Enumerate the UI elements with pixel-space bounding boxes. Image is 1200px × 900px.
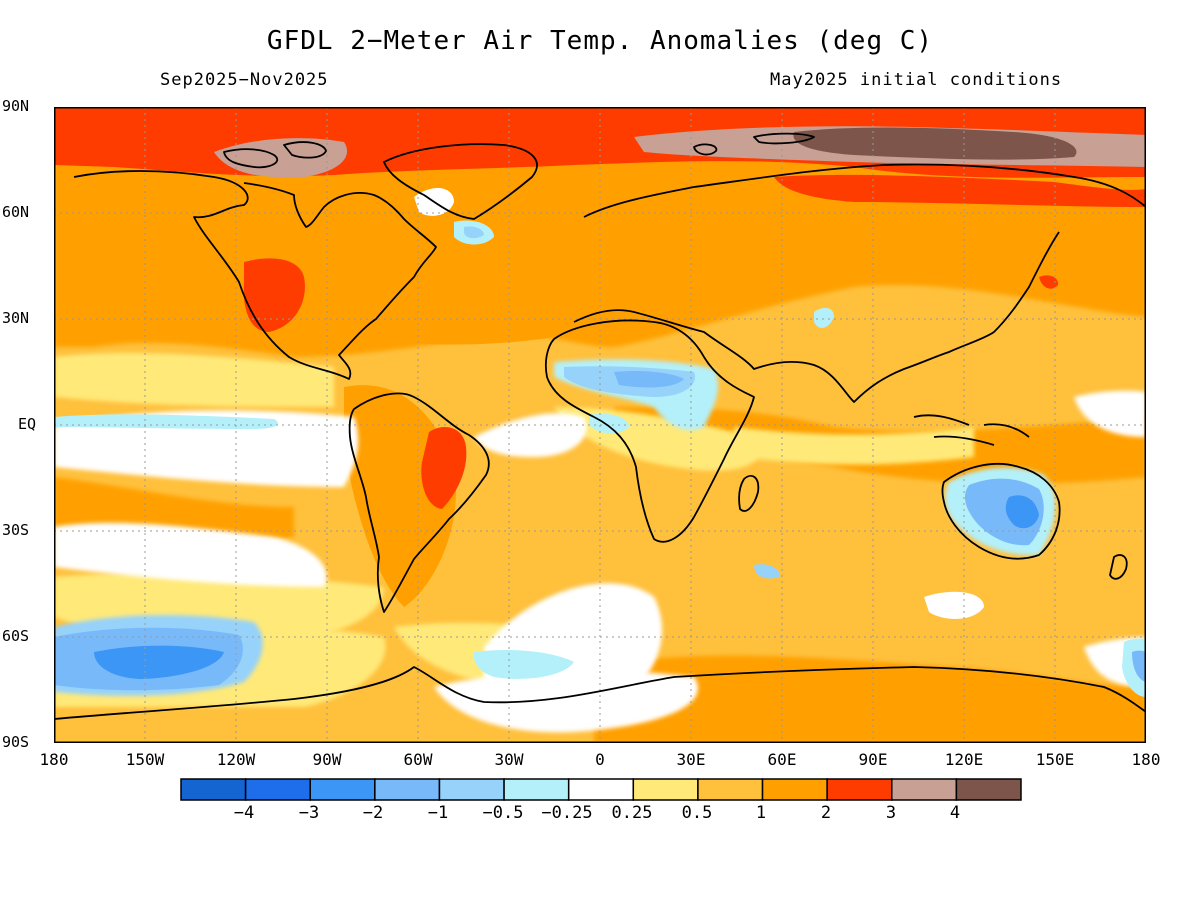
coastlines [54,132,1146,720]
madagascar-coast [738,475,760,512]
lon-label-0: 0 [595,750,605,769]
colorbar-cell [438,778,505,801]
eurasia-coast [573,163,1146,403]
lon-label-180e: 180 [1131,750,1161,769]
map-frame [54,107,1146,743]
lat-label-90n: 90N [2,97,30,115]
colorbar-label: −2 [362,803,384,823]
colorbar [180,778,1022,801]
colorbar-cells [180,778,1022,801]
lat-label-60s: 60S [2,627,30,645]
north-america-coast [73,170,437,380]
lon-label-180w: 180 [39,750,69,769]
lat-label-60n: 60N [2,203,30,221]
near-normal-areas [54,187,1146,733]
lon-label-150w: 150W [125,750,165,769]
colorbar-cell [244,778,311,801]
lon-label-30w: 30W [494,750,524,769]
season-label: Sep2025−Nov2025 [160,70,329,90]
greenland-coast [383,143,538,220]
lon-label-30e: 30E [676,750,706,769]
colorbar-label: 2 [820,803,832,823]
map-title: GFDL 2−Meter Air Temp. Anomalies (deg C) [266,26,934,56]
lat-label-90s: 90S [2,733,30,751]
central-brazil-hotspot [421,427,467,509]
colorbar-cell [891,778,958,801]
colorbar-label: −1 [427,803,449,823]
colorbar-cell [955,778,1022,801]
cool-anomaly-areas [54,220,1146,697]
colorbar-cell [761,778,828,801]
arctic-islands [223,132,815,169]
colorbar-cell [826,778,893,801]
lat-label-eq: EQ [18,415,37,433]
anomaly-above-3-areas [214,126,1146,178]
init-label: May2025 initial conditions [770,70,1063,90]
colorbar-label: −0.5 [482,803,524,823]
south-america-coast [348,392,490,613]
indonesia-coast [913,414,1030,446]
lon-label-60w: 60W [403,750,433,769]
lon-label-90w: 90W [312,750,342,769]
colorbar-label: 3 [885,803,897,823]
colorbar-cell [180,778,247,801]
western-usa-hotspot [243,258,305,332]
graticule [54,107,1146,743]
lat-label-30s: 30S [2,521,30,539]
colorbar-label: 4 [949,803,961,823]
lon-label-60e: 60E [767,750,797,769]
colorbar-cell [632,778,699,801]
colorbar-cell [374,778,441,801]
lon-label-120e: 120E [944,750,984,769]
colorbar-cell [567,778,635,801]
colorbar-label: 1 [755,803,767,823]
anomaly-map [54,107,1146,743]
africa-coast [544,319,755,543]
lat-label-30n: 30N [2,309,30,327]
colorbar-label: 0.5 [681,803,713,823]
lon-label-150e: 150E [1035,750,1075,769]
australia-coast [941,462,1061,560]
colorbar-label: 0.25 [611,803,653,823]
colorbar-cell [697,778,764,801]
colorbar-label: −3 [298,803,320,823]
colorbar-cell [309,778,376,801]
new-zealand-coast [1109,554,1128,580]
antarctica-coast [54,666,1146,720]
lon-label-120w: 120W [216,750,256,769]
lon-label-90e: 90E [858,750,888,769]
colorbar-label: −4 [233,803,255,823]
colorbar-label: −0.25 [541,803,593,823]
colorbar-cell [503,778,570,801]
